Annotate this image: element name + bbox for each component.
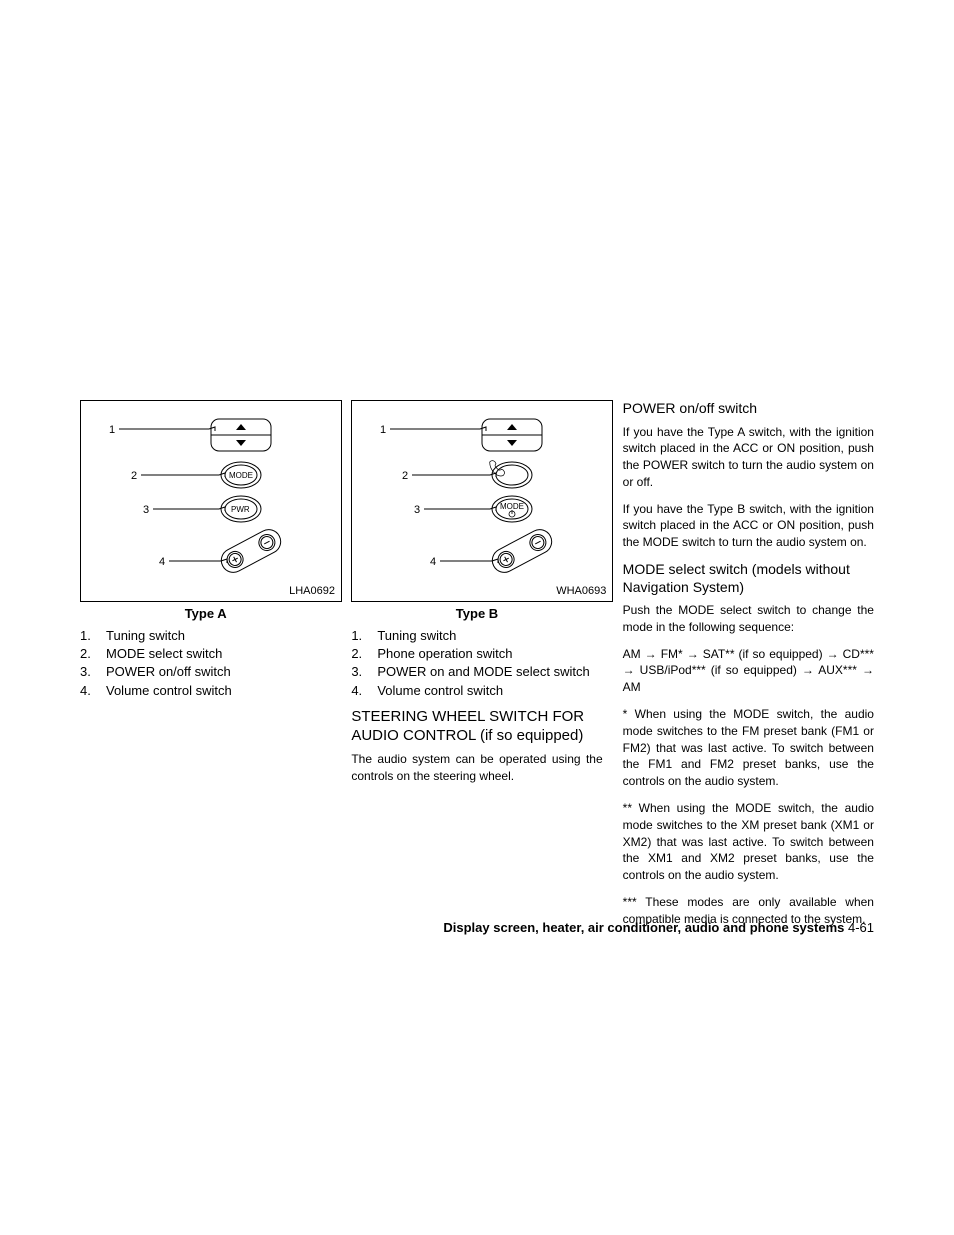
steering-body: The audio system can be operated using t… [351, 751, 602, 785]
legend-item: 1.Tuning switch [351, 627, 602, 645]
svg-text:2: 2 [131, 470, 137, 482]
mode-p1: Push the MODE select switch to change th… [623, 602, 874, 636]
legend-item: 4.Volume control switch [80, 682, 331, 700]
column-b: 1 2 MODE 3 [351, 400, 602, 938]
svg-text:2: 2 [402, 470, 408, 482]
legend-b: 1.Tuning switch 2.Phone operation switch… [351, 627, 602, 700]
mode-note1: * When using the MODE switch, the audio … [623, 706, 874, 790]
svg-text:4: 4 [430, 556, 436, 568]
legend-item: 3.POWER on/off switch [80, 663, 331, 681]
footer-page-number: 4-61 [844, 920, 874, 935]
power-p2: If you have the Type B switch, with the … [623, 501, 874, 551]
legend-item: 3.POWER on and MODE select switch [351, 663, 602, 681]
diagram-type-b: 1 2 MODE 3 [351, 400, 613, 602]
column-a: 1 MODE 2 PWR 3 [80, 400, 331, 938]
svg-text:1: 1 [380, 424, 386, 436]
section-title-steering: STEERING WHEEL SWITCH FOR AUDIO CONTROL … [351, 708, 602, 746]
legend-item: 1.Tuning switch [80, 627, 331, 645]
legend-item: 2.MODE select switch [80, 645, 331, 663]
diagram-a-code: LHA0692 [289, 585, 335, 597]
legend-a: 1.Tuning switch 2.MODE select switch 3.P… [80, 627, 331, 700]
diagram-a-btn2-label: MODE [229, 471, 253, 480]
svg-text:4: 4 [159, 556, 165, 568]
footer-section: Display screen, heater, air conditioner,… [443, 920, 844, 935]
diagram-type-a: 1 MODE 2 PWR 3 [80, 400, 342, 602]
diagram-b-caption: Type B [351, 606, 602, 621]
diagram-b-btn3-label: MODE [500, 502, 524, 511]
svg-text:3: 3 [414, 504, 420, 516]
legend-item: 2.Phone operation switch [351, 645, 602, 663]
diagram-a-btn3-label: PWR [231, 505, 250, 514]
svg-text:1: 1 [109, 424, 115, 436]
mode-note2: ** When using the MODE switch, the audio… [623, 800, 874, 884]
heading-mode: MODE select switch (models without Navig… [623, 561, 874, 596]
page-footer: Display screen, heater, air conditioner,… [443, 920, 874, 935]
diagram-b-code: WHA0693 [556, 585, 606, 597]
legend-item: 4.Volume control switch [351, 682, 602, 700]
mode-sequence: AM → FM* → SAT** (if so equipped) → CD**… [623, 646, 874, 696]
column-c: POWER on/off switch If you have the Type… [623, 400, 874, 938]
diagram-a-caption: Type A [80, 606, 331, 621]
power-p1: If you have the Type A switch, with the … [623, 424, 874, 491]
heading-power: POWER on/off switch [623, 400, 874, 418]
svg-text:3: 3 [143, 504, 149, 516]
page-content: 1 MODE 2 PWR 3 [80, 400, 874, 938]
